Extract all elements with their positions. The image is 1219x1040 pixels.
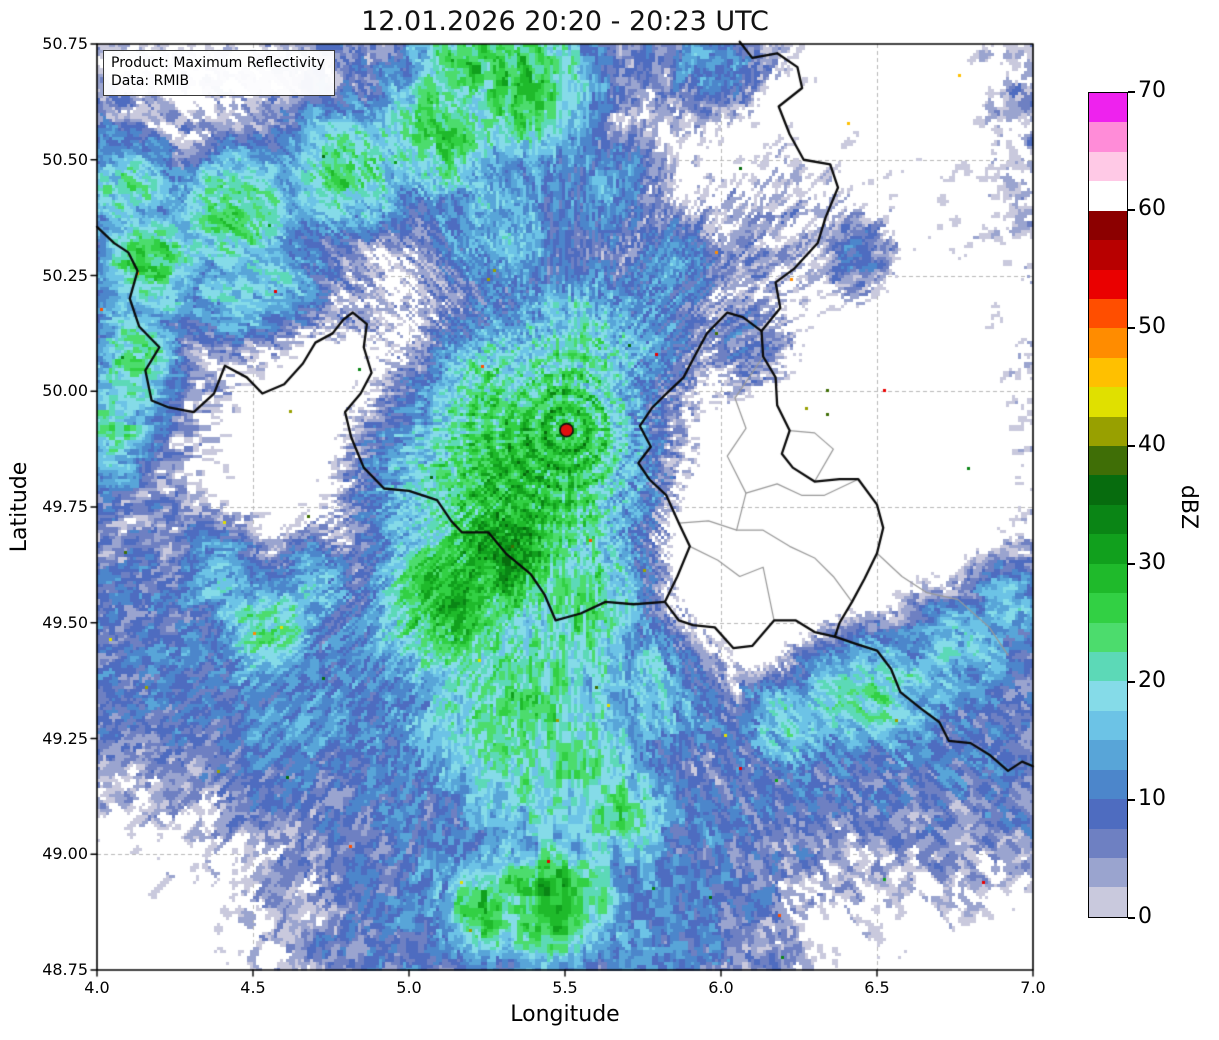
colorbar-band <box>1089 534 1127 564</box>
product-info-box: Product: Maximum Reflectivity Data: RMIB <box>103 50 335 96</box>
colorbar-label: dBZ <box>1176 484 1201 530</box>
y-tick-label: 49.75 <box>42 497 88 516</box>
colorbar-band <box>1089 681 1127 711</box>
colorbar-tick-mark <box>1128 917 1135 919</box>
colorbar-band <box>1089 357 1127 388</box>
x-tick-label: 4.5 <box>240 978 266 997</box>
colorbar-band <box>1089 269 1127 299</box>
colorbar-tick-label: 0 <box>1138 904 1152 929</box>
colorbar-band <box>1089 387 1127 417</box>
colorbar-band <box>1089 622 1127 653</box>
colorbar <box>1088 92 1128 918</box>
colorbar-tick-mark <box>1128 445 1135 447</box>
colorbar-tick-mark <box>1128 209 1135 211</box>
y-tick-label: 49.00 <box>42 844 88 864</box>
colorbar-band <box>1089 710 1127 741</box>
colorbar-band <box>1089 181 1127 211</box>
colorbar-tick-label: 20 <box>1138 668 1166 693</box>
colorbar-tick-mark <box>1128 563 1135 565</box>
colorbar-tick-label: 40 <box>1138 432 1166 457</box>
colorbar-band <box>1089 416 1127 447</box>
x-tick-label: 6.5 <box>864 978 890 997</box>
colorbar-band <box>1089 446 1127 476</box>
y-tick-label: 50.50 <box>42 149 88 169</box>
y-tick-label: 50.25 <box>42 265 88 285</box>
colorbar-band <box>1089 210 1127 241</box>
colorbar-band <box>1089 857 1127 888</box>
y-axis-label: Latitude <box>7 461 32 553</box>
colorbar-tick-mark <box>1128 681 1135 683</box>
colorbar-band <box>1089 887 1127 917</box>
data-source-line: Data: RMIB <box>111 73 190 90</box>
colorbar-band <box>1089 240 1127 270</box>
colorbar-band <box>1089 298 1127 329</box>
colorbar-band <box>1089 828 1127 858</box>
colorbar-tick-label: 70 <box>1138 78 1166 103</box>
colorbar-tick-label: 30 <box>1138 550 1166 575</box>
colorbar-band <box>1089 93 1127 123</box>
product-line: Product: Maximum Reflectivity <box>111 55 325 71</box>
colorbar-band <box>1089 593 1127 623</box>
colorbar-band <box>1089 122 1127 152</box>
colorbar-tick-label: 50 <box>1138 314 1166 339</box>
colorbar-band <box>1089 504 1127 535</box>
colorbar-band <box>1089 740 1127 770</box>
plot-title: 12.01.2026 20:20 - 20:23 UTC <box>361 6 769 37</box>
colorbar-tick-mark <box>1128 799 1135 801</box>
y-tick-label: 49.50 <box>42 612 88 632</box>
x-tick-label: 7.0 <box>1020 978 1046 997</box>
colorbar-band <box>1089 769 1127 800</box>
colorbar-band <box>1089 799 1127 829</box>
colorbar-band <box>1089 151 1127 182</box>
colorbar-band <box>1089 652 1127 682</box>
x-tick-label: 6.0 <box>708 978 734 997</box>
y-tick-label: 50.75 <box>42 34 88 53</box>
colorbar-band <box>1089 563 1127 594</box>
colorbar-tick-mark <box>1128 91 1135 93</box>
y-tick-label: 49.25 <box>42 728 88 748</box>
x-tick-label: 5.5 <box>552 978 578 997</box>
colorbar-tick-label: 10 <box>1138 786 1166 811</box>
x-axis-label: Longitude <box>510 1002 620 1027</box>
colorbar-band <box>1089 328 1127 358</box>
colorbar-gradient <box>1089 93 1127 917</box>
colorbar-band <box>1089 475 1127 505</box>
colorbar-tick-label: 60 <box>1138 196 1166 221</box>
x-tick-label: 5.0 <box>396 978 422 997</box>
y-tick-label: 48.75 <box>42 960 88 979</box>
x-tick-label: 4.0 <box>84 978 110 997</box>
colorbar-tick-mark <box>1128 327 1135 329</box>
y-tick-label: 50.00 <box>42 381 88 401</box>
